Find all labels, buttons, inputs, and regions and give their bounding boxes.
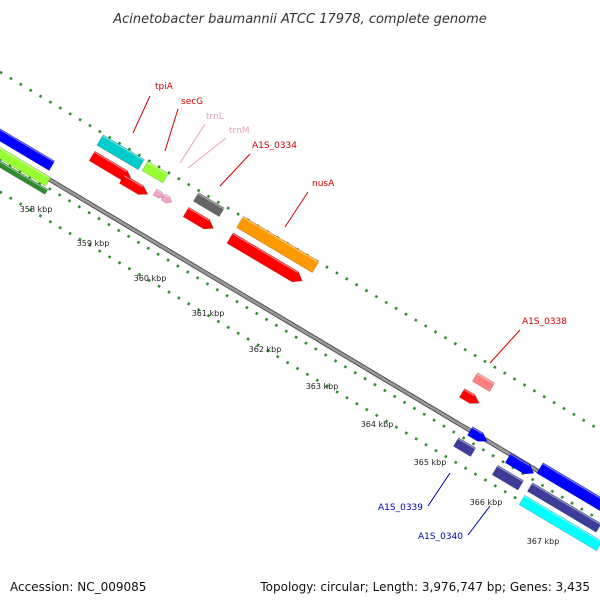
feature-navy-right xyxy=(526,482,600,533)
tick-label: 359 kbp xyxy=(77,239,110,248)
feature-tracks xyxy=(0,128,600,552)
feature-trnM xyxy=(160,193,172,204)
feature-lime-left xyxy=(0,146,52,187)
gene-label-leader xyxy=(489,329,521,364)
gene-label: secG xyxy=(181,97,203,107)
feature-nusA-red xyxy=(226,232,303,283)
gene-label: trnL xyxy=(206,112,224,122)
tick-label: 362 kbp xyxy=(249,345,282,354)
feature-darkgreen-left xyxy=(0,160,49,195)
upper-dot-track-2 xyxy=(0,157,600,522)
feature-cyan-right xyxy=(518,494,600,552)
gene-label-leader xyxy=(467,505,491,536)
genome-summary-text: Topology: circular; Length: 3,976,747 bp… xyxy=(260,580,590,594)
gene-label: trnM xyxy=(229,126,250,136)
gene-label-leader xyxy=(427,472,451,507)
gene-label-leader xyxy=(164,108,179,152)
map-title: Acinetobacter baumannii ATCC 17978, comp… xyxy=(112,12,487,27)
feature-blue-left xyxy=(0,128,56,171)
gene-label: A1S_0334 xyxy=(252,141,297,151)
feature-secG-lime xyxy=(141,160,169,184)
feature-tpiA-cyan xyxy=(96,134,145,171)
tick-label: 358 kbp xyxy=(20,205,53,214)
tick-dot-tracks xyxy=(0,70,600,550)
gene-label-leader xyxy=(132,95,151,134)
tick-label: 364 kbp xyxy=(361,420,394,429)
gene-label-leader xyxy=(219,153,251,187)
feature-A1S_0334-gray xyxy=(192,192,225,218)
tick-marks: 358 kbp 359 kbp 360 kbp 361 kbp 362 kbp 363 k… xyxy=(20,205,560,546)
gene-label: A1S_0340 xyxy=(418,532,463,542)
feature-A1S_0334-red xyxy=(182,206,214,230)
gene-label: A1S_0339 xyxy=(378,503,423,513)
gene-label: tpiA xyxy=(155,82,174,92)
tick-label: 366 kbp xyxy=(470,498,503,507)
tick-label: 365 kbp xyxy=(414,458,447,467)
upper-dot-track xyxy=(0,70,600,432)
feature-trnL xyxy=(152,188,164,199)
feature-secG-red xyxy=(118,174,149,195)
gene-label-leader xyxy=(187,137,227,169)
lower-dot-track xyxy=(0,190,600,550)
feature-A1S_0338-red xyxy=(458,388,480,404)
feature-A1S_0340-navy xyxy=(491,464,525,491)
gene-label-leader xyxy=(179,123,206,164)
feature-A1S_0339-navy xyxy=(452,437,477,457)
feature-A1S_0339-blue xyxy=(466,426,488,442)
gene-label: nusA xyxy=(312,179,335,189)
tick-label: 360 kbp xyxy=(134,274,167,283)
accession-text: Accession: NC_009085 xyxy=(10,580,147,594)
gene-label: A1S_0338 xyxy=(522,317,567,327)
feature-A1S_0338-salmon xyxy=(471,372,496,392)
tick-label: 367 kbp xyxy=(527,537,560,546)
feature-nusA-orange xyxy=(236,215,320,274)
gene-label-leader xyxy=(284,191,309,228)
tick-label: 361 kbp xyxy=(192,309,225,318)
feature-A1S_0340-blue xyxy=(504,452,535,475)
tick-label: 363 kbp xyxy=(306,382,339,391)
